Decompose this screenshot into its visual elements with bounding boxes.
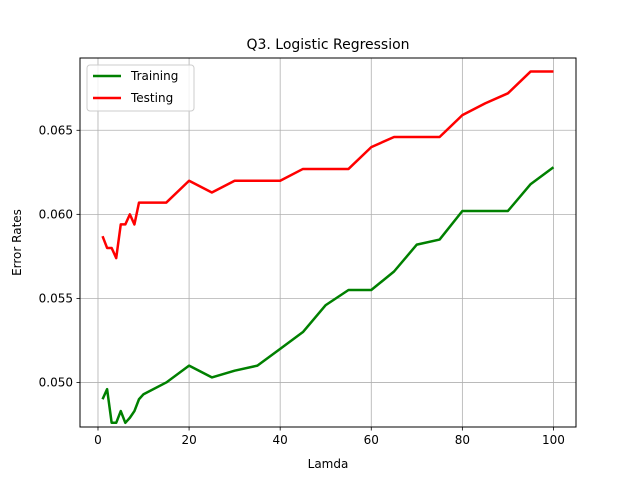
y-axis-label: Error Rates: [10, 209, 24, 276]
x-axis-label: Lamda: [308, 457, 349, 471]
legend: Training Testing: [86, 64, 195, 112]
x-tick-label: 20: [181, 433, 196, 447]
grid: [80, 58, 576, 427]
plot-area: [80, 58, 576, 427]
legend-label-testing: Testing: [130, 91, 173, 105]
series-lines: [101, 70, 555, 425]
plot-frame: [79, 57, 577, 428]
legend-label-training: Training: [130, 69, 178, 83]
y-tick-label: 0.050: [39, 375, 73, 389]
x-tick-label: 80: [455, 433, 470, 447]
series-line-training: [101, 166, 555, 425]
y-tick-label: 0.065: [39, 123, 73, 137]
x-tick-label: 100: [542, 433, 565, 447]
y-tick-label: 0.055: [39, 291, 73, 305]
x-tick-label: 0: [94, 433, 102, 447]
x-tick-label: 40: [273, 433, 288, 447]
x-tick-label: 60: [364, 433, 379, 447]
axis-ticks: 0 20 40 60 80 100 0.050 0.055 0.060 0.065: [39, 123, 565, 447]
y-tick-label: 0.060: [39, 207, 73, 221]
chart-title: Q3. Logistic Regression: [246, 37, 409, 53]
series-line-testing: [101, 70, 554, 260]
